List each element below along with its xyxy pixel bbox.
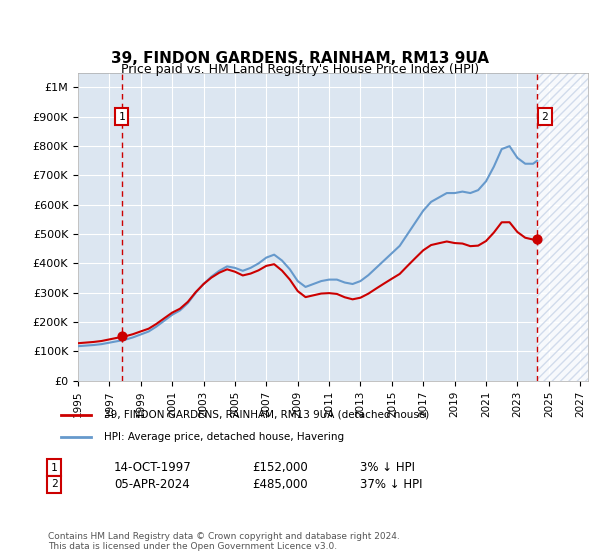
Text: 3% ↓ HPI: 3% ↓ HPI: [360, 461, 415, 474]
Text: 2: 2: [50, 479, 58, 489]
Text: 39, FINDON GARDENS, RAINHAM, RM13 9UA: 39, FINDON GARDENS, RAINHAM, RM13 9UA: [111, 52, 489, 66]
Text: HPI: Average price, detached house, Havering: HPI: Average price, detached house, Have…: [104, 432, 344, 442]
Text: 1: 1: [50, 463, 58, 473]
Text: 39, FINDON GARDENS, RAINHAM, RM13 9UA (detached house): 39, FINDON GARDENS, RAINHAM, RM13 9UA (d…: [104, 409, 430, 419]
Text: 05-APR-2024: 05-APR-2024: [114, 478, 190, 491]
Bar: [537, 73, 588, 381]
Text: £485,000: £485,000: [252, 478, 308, 491]
Text: Contains HM Land Registry data © Crown copyright and database right 2024.
This d: Contains HM Land Registry data © Crown c…: [48, 532, 400, 552]
Text: 2: 2: [541, 112, 548, 122]
Text: 14-OCT-1997: 14-OCT-1997: [114, 461, 192, 474]
Point: [117, 332, 127, 340]
Text: £152,000: £152,000: [252, 461, 308, 474]
Text: 1: 1: [118, 112, 125, 122]
Text: 37% ↓ HPI: 37% ↓ HPI: [360, 478, 422, 491]
Text: Price paid vs. HM Land Registry's House Price Index (HPI): Price paid vs. HM Land Registry's House …: [121, 63, 479, 77]
Point: [532, 234, 542, 243]
